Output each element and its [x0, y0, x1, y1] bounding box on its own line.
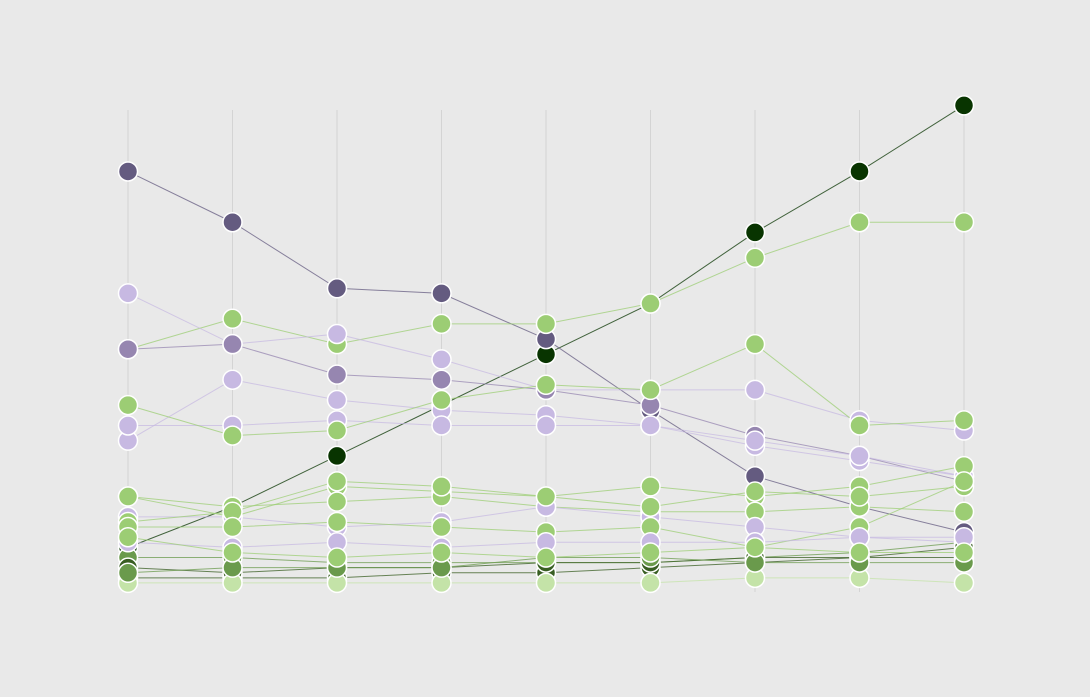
- data-point-s5-x3[interactable]: [326, 364, 348, 385]
- data-point-s20-x6[interactable]: [640, 542, 661, 563]
- data-point-s8-x2[interactable]: [222, 425, 243, 446]
- data-point-s20-x3[interactable]: [326, 547, 348, 568]
- data-point-s7-x4[interactable]: [431, 415, 452, 436]
- data-point-s10-x3[interactable]: [326, 491, 348, 512]
- data-point-s7-x6[interactable]: [640, 415, 661, 436]
- data-point-s13-x3[interactable]: [326, 511, 348, 533]
- data-point-s3-x7[interactable]: [744, 247, 766, 269]
- data-point-s5-x2[interactable]: [222, 333, 243, 355]
- data-point-s8-x6[interactable]: [640, 379, 661, 401]
- series-points: [117, 95, 975, 594]
- data-point-s20-x2[interactable]: [222, 542, 243, 563]
- data-point-s1-x3[interactable]: [326, 445, 348, 467]
- data-point-s12-x7[interactable]: [744, 481, 766, 502]
- data-point-s2-x1[interactable]: [117, 161, 139, 182]
- data-point-s8-x3[interactable]: [326, 420, 348, 441]
- data-point-s12-x5[interactable]: [535, 486, 557, 507]
- data-point-s2-x4[interactable]: [431, 283, 452, 304]
- data-point-s3-x9[interactable]: [953, 211, 975, 233]
- data-point-s2-x2[interactable]: [222, 211, 243, 233]
- data-point-s2-x3[interactable]: [326, 278, 348, 299]
- data-point-s4-x7[interactable]: [744, 379, 766, 401]
- data-point-s7-x1[interactable]: [117, 415, 139, 436]
- data-point-s4-x3[interactable]: [326, 323, 348, 345]
- data-point-s13-x9[interactable]: [953, 471, 975, 492]
- data-point-s6-x2[interactable]: [222, 369, 243, 390]
- data-point-s10-x1[interactable]: [117, 486, 139, 507]
- data-point-s3-x8[interactable]: [849, 211, 870, 233]
- data-point-s18-x1[interactable]: [117, 562, 139, 584]
- data-point-s1-x8[interactable]: [849, 161, 870, 182]
- data-point-s10-x9[interactable]: [953, 501, 975, 523]
- data-point-s12-x3[interactable]: [326, 471, 348, 492]
- data-point-s12-x6[interactable]: [640, 496, 661, 517]
- data-point-s4-x4[interactable]: [431, 349, 452, 370]
- data-point-s1-x9[interactable]: [953, 95, 975, 116]
- data-point-s20-x4[interactable]: [431, 542, 452, 563]
- data-point-s20-x5[interactable]: [535, 547, 557, 568]
- data-point-s20-x8[interactable]: [849, 542, 870, 563]
- data-point-s9-x6[interactable]: [640, 476, 661, 497]
- data-point-s20-x7[interactable]: [744, 537, 766, 558]
- data-point-s7-x5[interactable]: [535, 415, 557, 436]
- data-point-s3-x4[interactable]: [431, 313, 452, 335]
- data-point-s13-x4[interactable]: [431, 516, 452, 538]
- data-point-s20-x9[interactable]: [953, 542, 975, 563]
- data-point-s17-x5[interactable]: [535, 572, 557, 594]
- data-point-s12-x4[interactable]: [431, 476, 452, 497]
- data-point-s20-x1[interactable]: [117, 526, 139, 548]
- data-point-s17-x6[interactable]: [640, 572, 661, 594]
- data-point-s8-x1[interactable]: [117, 394, 139, 416]
- data-point-s8-x5[interactable]: [535, 374, 557, 396]
- data-point-s3-x2[interactable]: [222, 308, 243, 330]
- data-point-s8-x7[interactable]: [744, 333, 766, 355]
- data-point-s7-x8[interactable]: [849, 445, 870, 467]
- data-point-s5-x1[interactable]: [117, 338, 139, 360]
- data-point-s6-x3[interactable]: [326, 389, 348, 411]
- data-point-s3-x6[interactable]: [640, 293, 661, 314]
- data-point-s7-x7[interactable]: [744, 430, 766, 451]
- data-point-s12-x8[interactable]: [849, 486, 870, 507]
- data-point-s8-x4[interactable]: [431, 389, 452, 411]
- data-point-s5-x4[interactable]: [431, 369, 452, 390]
- data-point-s17-x9[interactable]: [953, 572, 975, 594]
- data-point-s1-x7[interactable]: [744, 222, 766, 243]
- data-point-s3-x5[interactable]: [535, 313, 557, 335]
- data-point-s8-x8[interactable]: [849, 415, 870, 436]
- data-point-s4-x1[interactable]: [117, 283, 139, 304]
- data-point-s8-x9[interactable]: [953, 410, 975, 431]
- data-point-s13-x2[interactable]: [222, 516, 243, 538]
